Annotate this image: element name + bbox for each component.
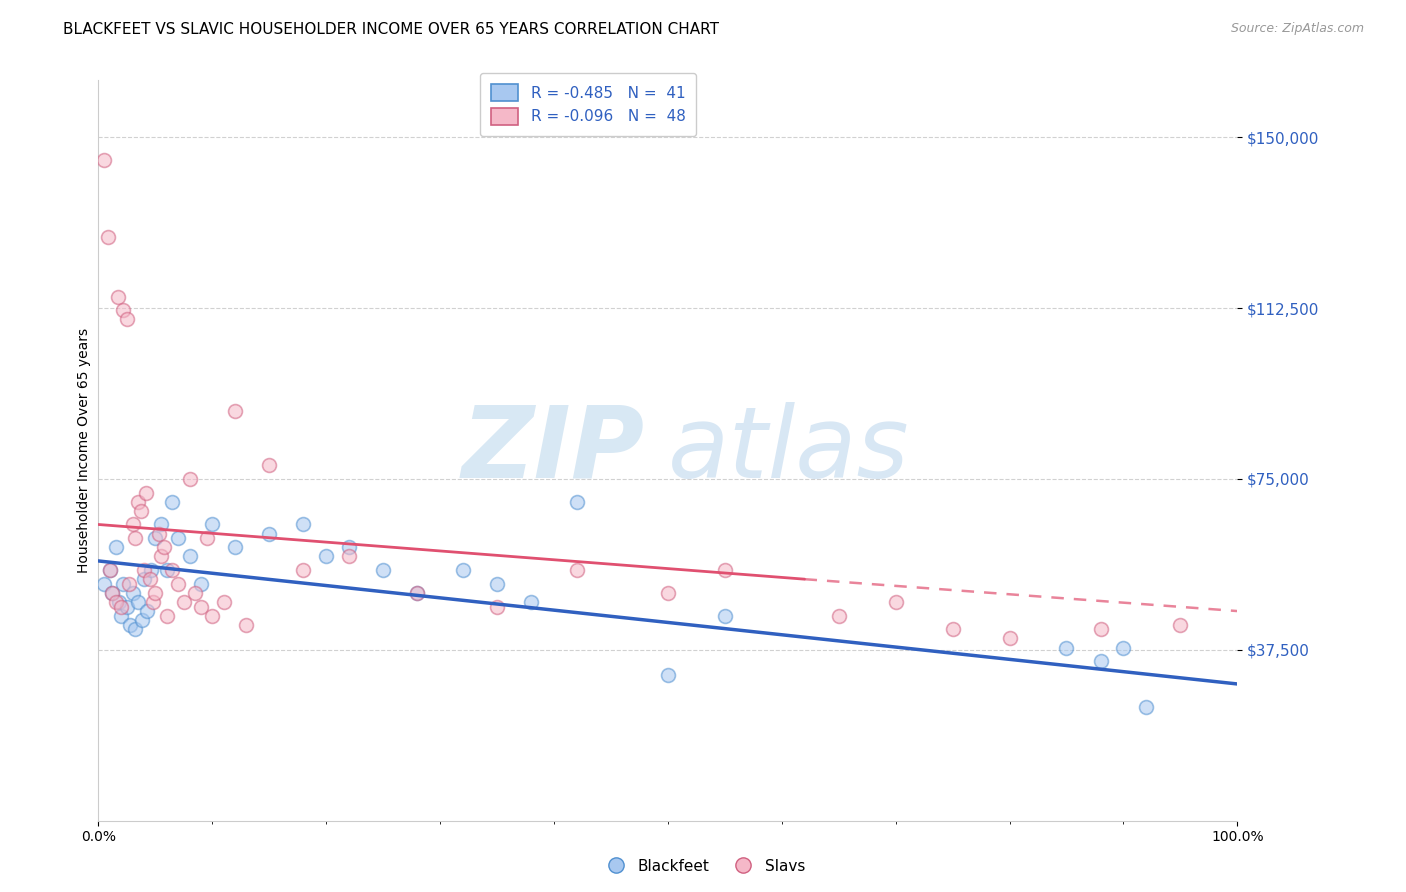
Point: [96, 230, 118, 244]
Point: [179, 549, 201, 564]
Text: ZIP: ZIP: [463, 402, 645, 499]
Point: [142, 595, 165, 609]
Point: [1135, 699, 1157, 714]
Point: [173, 595, 195, 609]
Point: [115, 599, 138, 614]
Point: [884, 595, 907, 609]
Point: [150, 549, 173, 564]
Point: [132, 563, 155, 577]
Point: [179, 472, 201, 486]
Point: [101, 586, 124, 600]
Point: [337, 549, 360, 564]
Point: [112, 576, 135, 591]
Legend: R = -0.485   N =  41, R = -0.096   N =  48: R = -0.485 N = 41, R = -0.096 N = 48: [479, 73, 696, 136]
Point: [120, 617, 142, 632]
Point: [190, 576, 212, 591]
Point: [190, 599, 212, 614]
Point: [486, 576, 509, 591]
Point: [657, 668, 679, 682]
Point: [315, 549, 337, 564]
Point: [118, 576, 141, 591]
Point: [101, 586, 124, 600]
Point: [129, 504, 152, 518]
Point: [121, 586, 143, 600]
Point: [167, 576, 190, 591]
Point: [138, 572, 160, 586]
Point: [124, 622, 146, 636]
Point: [153, 541, 176, 555]
Point: [98, 563, 121, 577]
Point: [406, 586, 429, 600]
Text: atlas: atlas: [668, 402, 910, 499]
Point: [1112, 640, 1135, 655]
Legend: Blackfeet, Slavs: Blackfeet, Slavs: [595, 853, 811, 880]
Point: [145, 586, 167, 600]
Point: [1054, 640, 1078, 655]
Point: [565, 494, 588, 508]
Point: [93, 576, 115, 591]
Point: [132, 572, 155, 586]
Point: [110, 599, 132, 614]
Point: [235, 617, 257, 632]
Y-axis label: Householder Income Over 65 years: Householder Income Over 65 years: [77, 328, 91, 573]
Point: [145, 531, 167, 545]
Point: [998, 632, 1021, 646]
Point: [167, 531, 190, 545]
Point: [520, 595, 543, 609]
Point: [224, 403, 246, 417]
Point: [828, 608, 851, 623]
Point: [104, 541, 127, 555]
Point: [124, 531, 146, 545]
Point: [942, 622, 965, 636]
Point: [131, 613, 153, 627]
Point: [1090, 622, 1112, 636]
Point: [371, 563, 394, 577]
Point: [107, 290, 129, 304]
Point: [156, 563, 179, 577]
Point: [1090, 654, 1112, 668]
Text: BLACKFEET VS SLAVIC HOUSEHOLDER INCOME OVER 65 YEARS CORRELATION CHART: BLACKFEET VS SLAVIC HOUSEHOLDER INCOME O…: [63, 22, 720, 37]
Point: [212, 595, 235, 609]
Point: [127, 595, 149, 609]
Point: [292, 563, 315, 577]
Point: [127, 494, 149, 508]
Point: [112, 303, 135, 318]
Point: [156, 608, 179, 623]
Point: [1170, 617, 1192, 632]
Point: [337, 541, 360, 555]
Point: [110, 608, 132, 623]
Point: [195, 531, 218, 545]
Point: [201, 517, 224, 532]
Point: [657, 586, 679, 600]
Point: [98, 563, 121, 577]
Point: [136, 604, 159, 618]
Point: [714, 563, 737, 577]
Point: [406, 586, 429, 600]
Point: [292, 517, 315, 532]
Point: [259, 458, 281, 473]
Point: [162, 563, 184, 577]
Point: [259, 526, 281, 541]
Point: [451, 563, 474, 577]
Point: [486, 599, 509, 614]
Point: [135, 485, 157, 500]
Point: [184, 586, 207, 600]
Point: [108, 595, 131, 609]
Point: [150, 517, 173, 532]
Point: [565, 563, 588, 577]
Point: [162, 494, 184, 508]
Point: [93, 153, 115, 167]
Point: [115, 312, 138, 326]
Point: [714, 608, 737, 623]
Point: [224, 541, 246, 555]
Point: [139, 563, 162, 577]
Text: Source: ZipAtlas.com: Source: ZipAtlas.com: [1230, 22, 1364, 36]
Point: [104, 595, 127, 609]
Point: [201, 608, 224, 623]
Point: [148, 526, 170, 541]
Point: [121, 517, 143, 532]
